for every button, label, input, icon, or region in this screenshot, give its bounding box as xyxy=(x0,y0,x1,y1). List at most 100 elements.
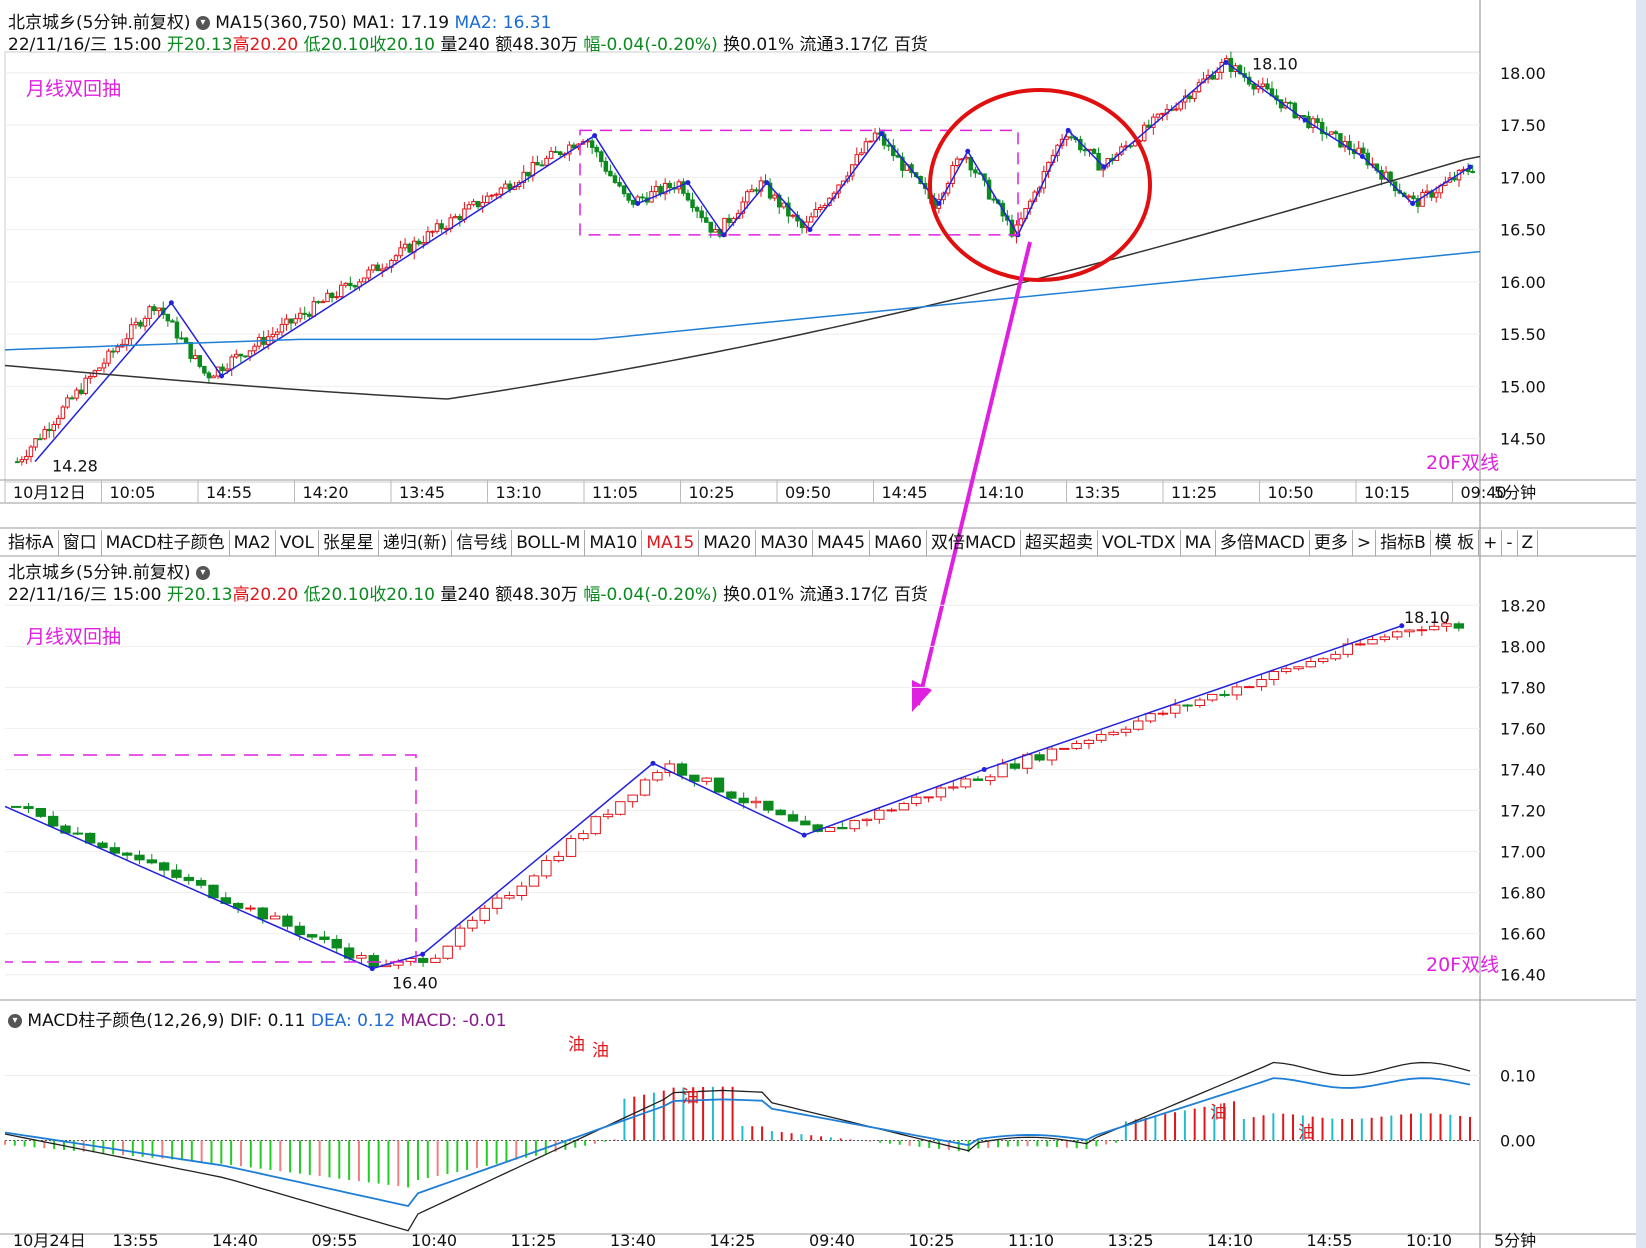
toolbar-item-16[interactable]: 超买超卖 xyxy=(1021,530,1098,556)
toolbar-item-10[interactable]: MA15 xyxy=(642,530,700,556)
toolbar-item-24[interactable]: + xyxy=(1479,530,1503,556)
p2-candle xyxy=(1416,629,1428,632)
toolbar-item-3[interactable]: MA2 xyxy=(230,530,276,556)
toolbar-item-4[interactable]: VOL xyxy=(276,530,319,556)
toolbar-item-18[interactable]: MA xyxy=(1181,530,1216,556)
p1-candle xyxy=(256,336,262,347)
toolbar-item-15[interactable]: 双倍MACD xyxy=(927,530,1021,556)
toolbar-item-26[interactable]: Z xyxy=(1518,530,1539,556)
toolbar-item-23[interactable]: 模 板 xyxy=(1431,530,1480,556)
p1-ytick-4: 16.00 xyxy=(1500,273,1546,292)
p1-candle xyxy=(859,152,864,156)
p1-candle xyxy=(37,438,43,441)
toolbar-item-22[interactable]: 指标B xyxy=(1376,530,1431,556)
p2-candle xyxy=(97,842,108,849)
p1-arrow-tip xyxy=(1223,59,1229,65)
p2-candle xyxy=(109,847,120,854)
p2-ytick-2: 17.80 xyxy=(1500,678,1546,697)
p1-arrow-tip xyxy=(764,180,770,186)
p1-candle xyxy=(46,428,52,432)
change: 幅-0.04(-0.20%) xyxy=(583,35,718,55)
oil-marker-1: 油 xyxy=(592,1041,609,1061)
p1-candle xyxy=(170,320,175,323)
p1-candle xyxy=(366,269,371,279)
p1-candle xyxy=(1329,131,1334,135)
toolbar-item-12[interactable]: MA30 xyxy=(756,530,814,556)
p1-arrow-tip xyxy=(879,131,885,137)
p2-candle xyxy=(948,786,959,789)
p2-candle xyxy=(627,794,638,803)
amount: 额48.30万 xyxy=(495,35,578,55)
p2-candle xyxy=(1367,639,1378,645)
p1-candle xyxy=(658,185,663,195)
p1-candle xyxy=(320,301,326,304)
p1-candle xyxy=(60,406,66,419)
toolbar-item-0[interactable]: 指标A xyxy=(4,530,59,556)
p1-candle xyxy=(1292,102,1298,119)
right-scrollbar[interactable] xyxy=(1636,0,1646,1248)
p1-candle xyxy=(402,243,408,249)
p3-xtick-7: 14:25 xyxy=(710,1231,756,1248)
p1-candle xyxy=(872,132,878,142)
toolbar-item-11[interactable]: MA20 xyxy=(699,530,757,556)
toolbar-item-6[interactable]: 递归(新) xyxy=(379,530,453,556)
ma2-value: MA2: 16.31 xyxy=(454,13,552,33)
p1-candle xyxy=(471,200,476,206)
p2-candle xyxy=(1231,686,1243,696)
p1-arrow-tip xyxy=(1065,127,1071,133)
high-2: 高20.20 xyxy=(232,585,299,605)
toolbar-item-1[interactable]: 窗口 xyxy=(59,530,102,556)
toolbar-item-5[interactable]: 张星星 xyxy=(319,530,379,556)
toolbar-item-9[interactable]: MA10 xyxy=(585,530,643,556)
p2-ytick-1: 18.00 xyxy=(1500,637,1546,656)
p2-candle xyxy=(1404,629,1415,633)
float-cap-2: 流通3.17亿 xyxy=(799,585,889,605)
p2-candle xyxy=(1009,763,1021,769)
ma1-line xyxy=(4,155,1481,400)
toolbar-item-7[interactable]: 信号线 xyxy=(452,530,513,556)
p2-candle xyxy=(874,809,885,820)
p2-arrow-tip xyxy=(369,966,375,972)
p1-candle xyxy=(325,292,330,303)
p1-candle xyxy=(275,331,280,335)
p1-candle xyxy=(991,198,996,201)
p1-candle xyxy=(1465,168,1471,172)
p1-candle xyxy=(640,196,645,199)
toolbar-item-2[interactable]: MACD柱子颜色 xyxy=(102,530,230,556)
toolbar-item-21[interactable]: > xyxy=(1353,530,1377,556)
sector-2: 百货 xyxy=(893,585,928,605)
p1-candle xyxy=(758,180,764,192)
p2-candle xyxy=(331,938,342,949)
p1-candle xyxy=(425,231,431,243)
circle-icon[interactable]: ▾ xyxy=(8,1014,22,1028)
p2-candle xyxy=(775,809,786,816)
p2-candle xyxy=(245,907,256,910)
toolbar-item-8[interactable]: BOLL-M xyxy=(512,530,586,556)
toolbar-item-20[interactable]: 更多 xyxy=(1310,530,1353,556)
p2-candle xyxy=(491,897,503,909)
toolbar-item-25[interactable]: - xyxy=(1502,530,1518,556)
p1-candles xyxy=(15,51,1475,466)
p2-candle xyxy=(1330,653,1341,660)
p1-candle xyxy=(1360,147,1366,154)
toolbar-item-17[interactable]: VOL-TDX xyxy=(1098,530,1181,556)
p2-candle xyxy=(738,797,749,804)
p1-candle xyxy=(1265,83,1270,90)
circle-icon[interactable]: ▾ xyxy=(195,16,210,30)
toolbar-item-14[interactable]: MA60 xyxy=(870,530,928,556)
turnover: 换0.01% xyxy=(723,35,795,55)
p2-arrow-tip xyxy=(1399,623,1405,629)
circle-icon[interactable]: ▾ xyxy=(195,566,210,580)
toolbar-item-19[interactable]: 多倍MACD xyxy=(1216,530,1310,556)
p1-candle xyxy=(1251,83,1256,90)
p2-candle xyxy=(1428,625,1440,631)
p2-candle xyxy=(504,894,515,899)
p2-candle xyxy=(861,818,873,822)
p1-candle xyxy=(361,277,367,283)
p2-candle xyxy=(602,813,614,818)
p2-candles xyxy=(10,618,1465,971)
p1-candle xyxy=(142,317,148,327)
toolbar-item-13[interactable]: MA45 xyxy=(813,530,871,556)
p2-candle xyxy=(1305,661,1317,668)
p1-candle xyxy=(863,141,869,154)
